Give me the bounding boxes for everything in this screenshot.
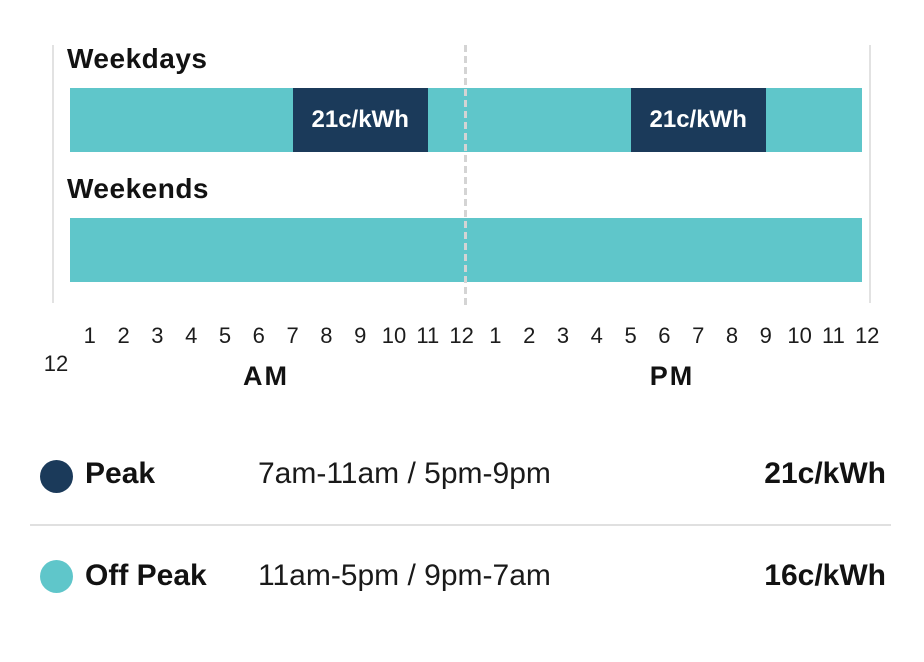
axis-tick: 1 — [83, 323, 96, 348]
axis-tick: 7 — [286, 323, 299, 348]
axis-tick: 9 — [354, 323, 367, 348]
legend-peak-rate: 21c/kWh — [764, 457, 886, 490]
axis-tick: 5 — [624, 323, 637, 348]
peak-segment-rate-label: 21c/kWh — [649, 106, 747, 133]
peak-segment-rate-label: 21c/kWh — [311, 106, 409, 133]
peak-segment: 21c/kWh — [292, 88, 428, 152]
peak-segment: 21c/kWh — [630, 88, 766, 152]
axis-tick: 4 — [590, 323, 603, 348]
axis-tick: 5 — [218, 323, 232, 348]
axis-tick: 9 — [759, 323, 772, 348]
axis-tick: 10 — [381, 323, 407, 348]
axis-tick: 11 — [416, 323, 440, 348]
axis-line-right — [869, 45, 871, 303]
legend-offpeak-times: 11am-5pm / 9pm-7am — [258, 559, 551, 592]
legend-offpeak-label: Off Peak — [85, 559, 207, 592]
axis-tick: 10 — [787, 323, 812, 348]
axis-tick: 8 — [725, 323, 739, 348]
axis-tick: 4 — [185, 323, 198, 348]
offpeak-color-dot — [40, 560, 73, 593]
axis-tick: 3 — [556, 323, 570, 348]
axis-tick: 2 — [523, 323, 536, 348]
legend-peak-times: 7am-11am / 5pm-9pm — [258, 457, 551, 490]
am-label: AM — [243, 361, 289, 391]
peak-color-dot — [40, 460, 73, 493]
axis-tick: 6 — [252, 323, 265, 348]
legend-peak-label: Peak — [85, 457, 156, 490]
row-label-weekdays: Weekdays — [67, 43, 208, 74]
noon-dashed-divider — [464, 45, 467, 308]
axis-tick: 1 — [489, 323, 502, 348]
legend-divider — [30, 524, 891, 526]
axis-tick: 3 — [151, 323, 164, 348]
axis-tick: 2 — [117, 323, 130, 348]
pm-label: PM — [649, 361, 695, 391]
axis-tick: 8 — [320, 323, 333, 348]
axis-tick: 7 — [692, 323, 705, 348]
row-label-weekends: Weekends — [67, 173, 209, 204]
axis-line-left — [52, 45, 54, 303]
axis-tick: 11 — [821, 323, 845, 348]
axis-tick: 12 — [449, 323, 474, 348]
axis-tick: 6 — [658, 323, 671, 348]
legend-offpeak-rate: 16c/kWh — [764, 559, 886, 592]
axis-tick: 12 — [854, 323, 880, 348]
axis-tick: 12 — [43, 351, 69, 376]
